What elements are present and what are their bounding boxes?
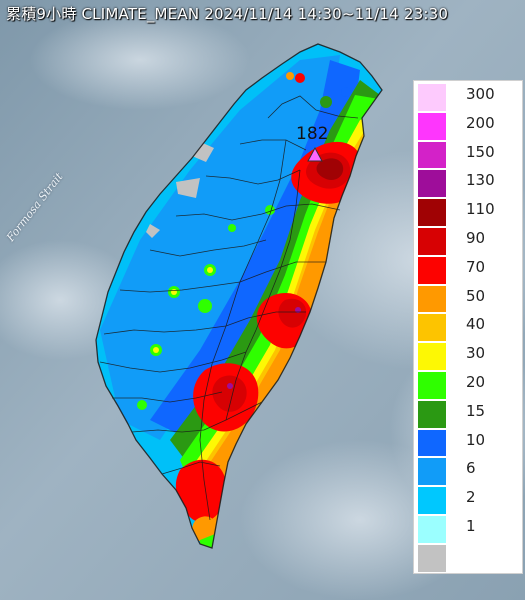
legend-label: 110: [466, 200, 495, 219]
legend-label: 30: [466, 344, 486, 363]
legend-label: 15: [466, 401, 486, 420]
legend-label: 1: [466, 517, 476, 535]
legend-swatch: [417, 399, 447, 429]
legend-swatch: [417, 428, 447, 458]
legend-label: 50: [466, 286, 486, 305]
legend-label: 90: [466, 229, 486, 247]
legend-swatch: [417, 83, 447, 112]
legend-label: 200: [466, 113, 495, 132]
legend-swatch: [417, 515, 447, 544]
legend-label: 150: [466, 142, 495, 161]
max-rainfall-triangle-icon: [307, 146, 323, 162]
rainfall-legend: 300 200 150 130 110 90 70 50 40 30 20 15 10 6 2 1: [413, 80, 523, 574]
county-boundaries: [95, 43, 383, 549]
map-title: 累積9小時 CLIMATE_MEAN 2024/11/14 14:30~11/1…: [6, 5, 449, 23]
legend-label: 10: [466, 430, 486, 449]
legend-swatch: [417, 543, 447, 573]
max-rainfall-marker: [307, 146, 323, 162]
legend-swatch: [417, 486, 447, 515]
legend-swatch: [417, 313, 447, 343]
legend-swatch: [417, 198, 447, 227]
legend-label: 6: [466, 459, 476, 478]
legend-label: 20: [466, 373, 486, 391]
max-rainfall-value: 182: [296, 124, 329, 144]
legend-swatch: [417, 111, 447, 141]
legend-label: 40: [466, 315, 486, 334]
legend-swatch: [417, 284, 447, 314]
legend-label: 130: [466, 171, 495, 190]
legend-swatch: [417, 457, 447, 487]
legend-label: 2: [466, 488, 476, 507]
legend-label: 70: [466, 257, 486, 276]
legend-swatch: [417, 140, 447, 170]
legend-swatch: [417, 255, 447, 285]
legend-swatch: [417, 371, 447, 400]
legend-label: 300: [466, 85, 495, 103]
legend-swatch: [417, 169, 447, 199]
legend-swatch: [417, 342, 447, 371]
legend-swatch: [417, 227, 447, 256]
